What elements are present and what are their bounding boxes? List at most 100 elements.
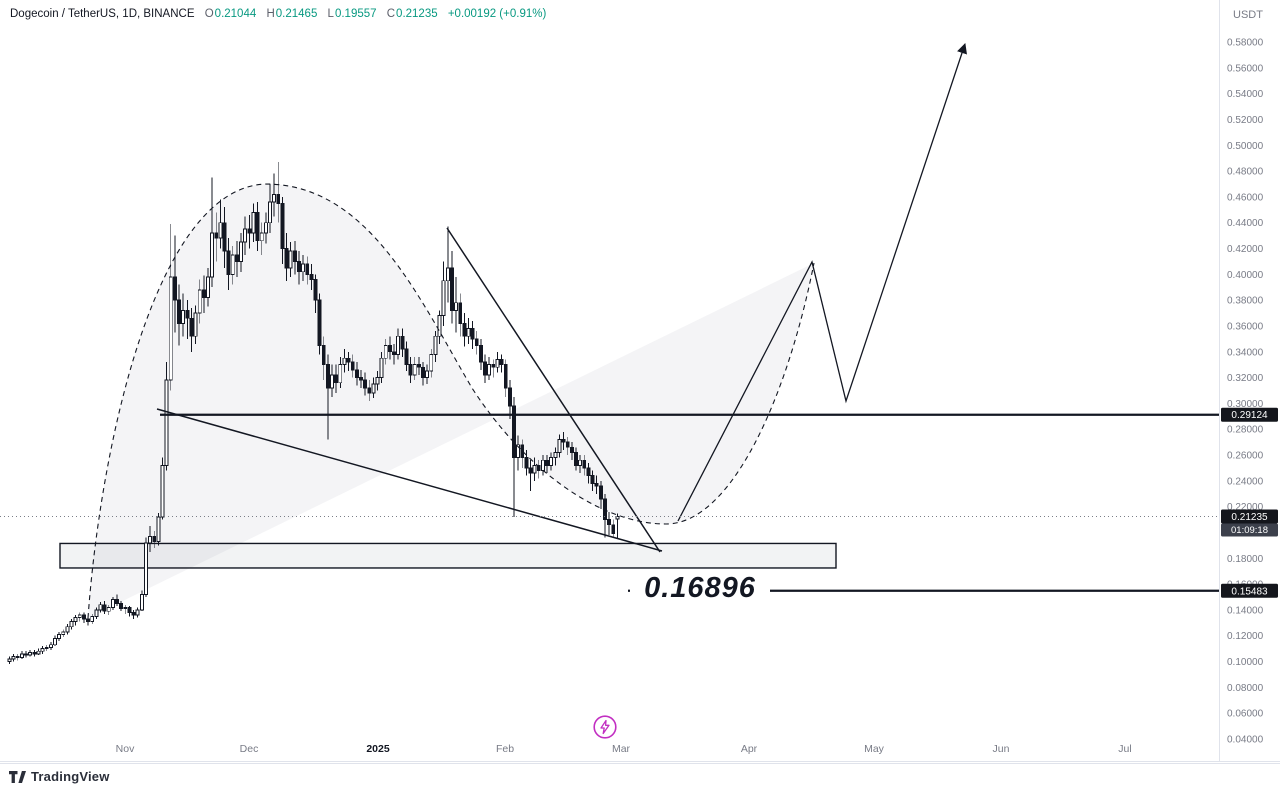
price-tick-label: 0.56000 [1227,63,1264,74]
candle-body [466,328,471,337]
trendline-2[interactable] [156,408,663,552]
candle-body [574,452,578,466]
candlestick-series [7,162,620,665]
candle-body [553,452,558,459]
candle-body [243,228,248,243]
price-projection-arrow[interactable] [677,43,967,522]
candle-body [177,299,181,324]
open-label: O [204,8,214,20]
footer-bar: TradingView [0,763,1280,789]
time-axis-labels: Nov Dec 2025 Feb Mar Apr May Jun Jul [116,743,1132,755]
high-label: H [266,8,275,20]
candle-body [32,652,37,655]
candle-body [123,606,128,610]
price-tick-label: 0.34000 [1227,347,1264,358]
candle-body [61,631,66,635]
candle-body [528,467,533,474]
flash-boost-icon[interactable] [592,714,618,740]
candle-body [206,276,210,299]
candle-body [412,364,417,376]
price-tick-label: 0.54000 [1227,89,1264,100]
price-tick-label: 0.04000 [1227,735,1264,746]
candle-body [24,653,28,656]
candle-body [131,612,136,616]
time-axis[interactable] [0,738,1219,762]
tradingview-logo[interactable]: TradingView [9,769,110,784]
support-zone-rectangle[interactable] [59,542,837,569]
close-value: 0.21235 [396,8,438,20]
candle-body [363,379,368,389]
price-tick-label: 0.32000 [1227,373,1264,384]
price-tick-label: 0.28000 [1227,425,1264,436]
candle-body [148,535,153,544]
time-tick-label-2025: 2025 [366,743,390,755]
candle-body [445,267,450,282]
dashed-rounding-curve[interactable] [87,183,815,619]
price-annotation-text[interactable]: 0.16896 [644,572,756,604]
candle-body [86,618,91,622]
candle-body [557,439,562,453]
candle-body [65,626,70,633]
flash-circle [593,715,617,739]
candle-body [342,357,347,366]
time-tick-label-Dec: Dec [240,743,259,755]
candle-body [280,202,285,249]
candle-body [185,310,190,319]
open-value: 0.21044 [214,8,257,20]
axis-currency-label: USDT [1233,9,1263,21]
price-tick-label: 0.52000 [1227,115,1264,126]
price-axis[interactable] [1220,0,1280,762]
low-value: 0.19557 [334,8,377,20]
trendline-1[interactable] [446,227,661,553]
candle-body [520,444,525,459]
time-tick-label-Apr: Apr [741,743,758,755]
price-tick-label: 0.50000 [1227,141,1264,152]
candle-body [487,364,492,376]
chart-legend: Dogecoin / TetherUS, 1D, BINANCE O0.2104… [10,8,546,20]
candle-body [226,250,231,275]
time-tick-label-Feb: Feb [496,743,514,755]
candle-body [379,357,384,379]
price-tick-label: 0.24000 [1227,476,1264,487]
price-tick-label: 0.44000 [1227,218,1264,229]
price-tick-label: 0.26000 [1227,451,1264,462]
candle-body [545,459,549,466]
candle-body [470,328,475,340]
low-label: L [327,8,334,20]
candle-body [255,211,260,242]
price-tick-label: 0.22000 [1227,502,1264,513]
candle-body [346,357,351,363]
candle-body [90,615,95,622]
candle-body [77,614,82,619]
candle-body [168,276,173,381]
symbol-title[interactable]: Dogecoin / TetherUS, 1D, BINANCE [10,8,195,20]
candle-body [491,364,496,368]
price-tick-label: 0.12000 [1227,631,1264,642]
candle-body [396,335,401,355]
price-tick-label: 0.08000 [1227,683,1264,694]
candle-body [305,263,310,275]
candle-body [313,279,318,301]
price-tick-label: 0.40000 [1227,270,1264,281]
candle-body [416,364,421,368]
axis-price-label-bg [1221,509,1278,524]
price-chart-canvas[interactable]: 0.16896 0.58000 0.56000 0.54000 0.52000 0.500… [0,0,1280,762]
candle-body [119,603,124,610]
candle-body [288,250,293,269]
candle-body [259,232,264,242]
candle-body [94,609,99,617]
time-tick-label-Mar: Mar [612,743,631,755]
candle-body [44,646,49,650]
candle-body [156,516,161,542]
candle-body [214,232,219,239]
candle-body [462,322,467,337]
price-tick-label: 0.42000 [1227,244,1264,255]
candle-body [48,644,53,648]
candle-body [433,335,438,355]
candle-body [284,248,289,269]
time-tick-label-Jul: Jul [1118,743,1131,755]
price-tick-label: 0.30000 [1227,399,1264,410]
candle-body [594,482,599,487]
candle-body [334,374,339,384]
candle-body [383,344,388,359]
